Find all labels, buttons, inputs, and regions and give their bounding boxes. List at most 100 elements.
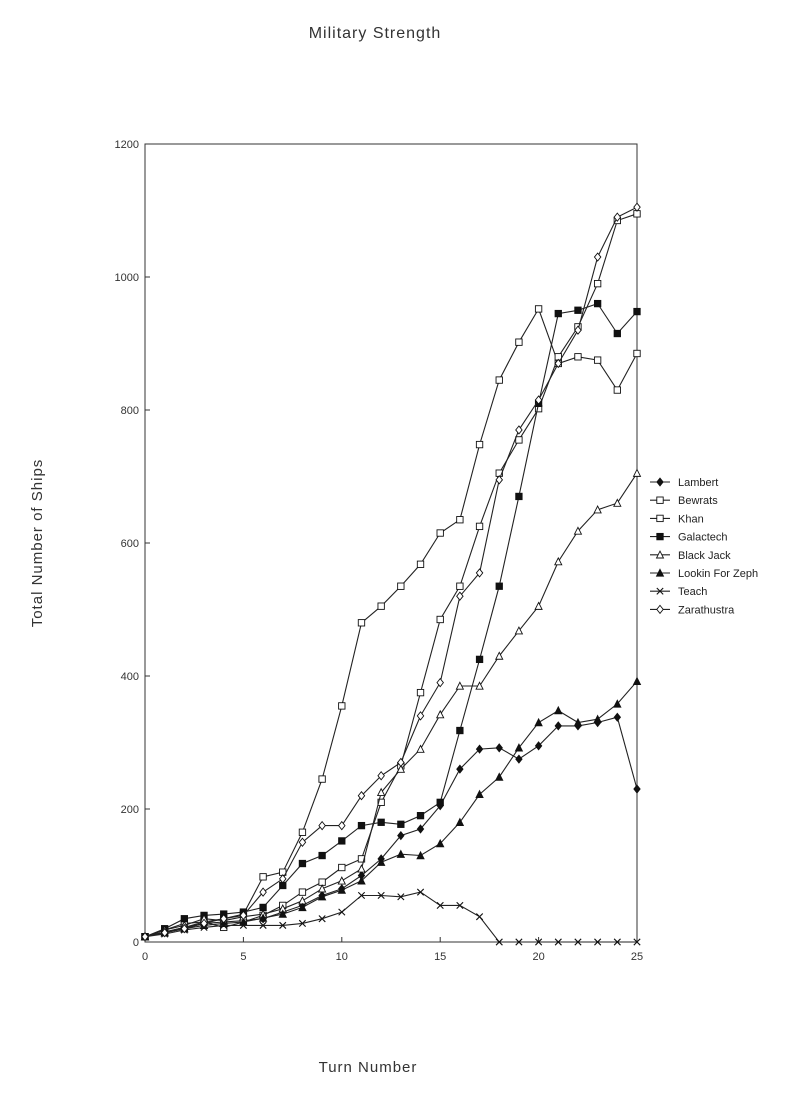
data-point-bewrats bbox=[436, 529, 444, 537]
data-point-bewrats bbox=[456, 516, 464, 524]
data-point-khan bbox=[416, 688, 425, 697]
data-point-black-jack bbox=[455, 681, 465, 690]
data-point-galactech bbox=[338, 837, 346, 845]
data-point-teach bbox=[475, 913, 484, 921]
data-point-teach bbox=[259, 921, 267, 929]
y-tick-label: 400 bbox=[121, 671, 139, 683]
legend: Lambert Bewrats Khan Galactech Black Jack Loo… bbox=[650, 477, 758, 616]
data-point-lookin-for-zeph bbox=[317, 892, 327, 901]
data-point-galactech bbox=[633, 307, 641, 316]
data-point-bewrats bbox=[593, 356, 602, 364]
data-point-zarathustra bbox=[180, 923, 189, 934]
data-point-lookin-for-zeph bbox=[613, 699, 622, 708]
data-point-lookin-for-zeph bbox=[416, 850, 425, 860]
data-point-galactech bbox=[456, 726, 464, 735]
data-point-lookin-for-zeph bbox=[455, 817, 465, 826]
data-point-bewrats bbox=[416, 560, 425, 568]
data-point-bewrats bbox=[298, 828, 307, 836]
x-tick-label: 5 bbox=[240, 951, 246, 963]
data-point-galactech bbox=[436, 798, 444, 807]
data-point-lookin-for-zeph bbox=[573, 717, 583, 727]
data-point-teach bbox=[535, 938, 543, 946]
data-point-zarathustra bbox=[574, 325, 582, 335]
data-point-lookin-for-zeph bbox=[298, 902, 307, 912]
data-point-lambert bbox=[416, 824, 425, 834]
axis-ticks: 0 5 10 15 20 25 0 200 400 600 800 1000 1200 bbox=[115, 139, 644, 963]
legend-label: Lambert bbox=[678, 477, 718, 489]
x-tick-label: 25 bbox=[631, 951, 643, 963]
data-point-bewrats bbox=[495, 376, 503, 384]
data-point-galactech bbox=[475, 655, 484, 664]
data-point-teach bbox=[633, 938, 641, 946]
data-point-zarathustra bbox=[141, 931, 149, 942]
data-point-teach bbox=[357, 891, 366, 900]
series-line-khan bbox=[144, 213, 638, 938]
series-zarathustra bbox=[141, 202, 641, 942]
series-lambert bbox=[141, 712, 641, 942]
data-point-khan bbox=[338, 863, 346, 872]
legend-label: Khan bbox=[678, 513, 704, 525]
data-point-zarathustra bbox=[338, 820, 346, 831]
data-point-lookin-for-zeph bbox=[396, 849, 406, 858]
legend-marker-khan bbox=[656, 514, 664, 523]
data-point-khan bbox=[456, 582, 464, 590]
x-axis-label: Turn Number bbox=[319, 1059, 418, 1076]
data-point-black-jack bbox=[495, 651, 504, 660]
data-point-lookin-for-zeph bbox=[357, 876, 366, 885]
data-point-black-jack bbox=[475, 681, 484, 690]
data-point-bewrats bbox=[613, 386, 621, 394]
data-point-black-jack bbox=[514, 626, 524, 635]
data-point-black-jack bbox=[376, 787, 386, 797]
data-point-bewrats bbox=[574, 353, 582, 361]
x-tick-label: 15 bbox=[434, 951, 446, 963]
data-point-lookin-for-zeph bbox=[258, 913, 268, 922]
data-point-teach bbox=[338, 908, 346, 916]
data-point-black-jack bbox=[534, 601, 543, 610]
series-line-lookin-for-zeph bbox=[144, 680, 638, 938]
data-point-lambert bbox=[475, 744, 484, 754]
data-point-lookin-for-zeph bbox=[475, 789, 484, 799]
x-tick-label: 20 bbox=[532, 951, 544, 963]
legend-marker-bewrats bbox=[656, 496, 664, 504]
data-point-black-jack bbox=[396, 764, 406, 773]
data-point-galactech bbox=[574, 306, 582, 314]
data-point-zarathustra bbox=[515, 425, 523, 435]
data-point-zarathustra bbox=[160, 927, 169, 938]
data-point-khan bbox=[298, 888, 307, 896]
data-point-zarathustra bbox=[259, 887, 267, 897]
legend-item-black-jack: Black Jack bbox=[650, 550, 731, 562]
data-point-black-jack bbox=[357, 864, 366, 873]
data-point-bewrats bbox=[377, 602, 385, 610]
legend-item-lookin-for-zeph: Lookin For Zeph bbox=[650, 568, 758, 580]
data-point-bewrats bbox=[515, 338, 523, 346]
data-point-khan bbox=[593, 280, 602, 288]
data-point-zarathustra bbox=[298, 837, 307, 847]
data-point-khan bbox=[357, 855, 366, 863]
legend-marker-zarathustra bbox=[656, 604, 664, 615]
data-point-teach bbox=[377, 891, 385, 900]
data-point-bewrats bbox=[397, 582, 405, 590]
legend-label: Black Jack bbox=[678, 550, 731, 562]
data-point-bewrats bbox=[357, 619, 366, 627]
data-point-lookin-for-zeph bbox=[554, 705, 563, 715]
data-point-black-jack bbox=[317, 884, 327, 893]
data-point-zarathustra bbox=[318, 820, 326, 831]
data-point-khan bbox=[515, 436, 523, 444]
data-point-lambert bbox=[515, 754, 523, 764]
data-point-bewrats bbox=[534, 305, 543, 313]
data-point-lookin-for-zeph bbox=[376, 857, 386, 866]
data-point-zarathustra bbox=[613, 212, 622, 222]
data-point-teach bbox=[574, 938, 582, 946]
data-point-teach bbox=[397, 893, 405, 901]
data-point-zarathustra bbox=[495, 475, 504, 485]
series-line-bewrats bbox=[144, 307, 638, 938]
legend-item-khan: Khan bbox=[650, 513, 704, 525]
data-point-zarathustra bbox=[377, 771, 385, 781]
y-tick-label: 600 bbox=[121, 538, 139, 550]
x-tick-label: 10 bbox=[336, 951, 348, 963]
series-line-teach bbox=[144, 891, 637, 943]
data-point-lookin-for-zeph bbox=[495, 772, 504, 781]
data-point-black-jack bbox=[435, 709, 445, 719]
data-point-teach bbox=[436, 901, 444, 910]
